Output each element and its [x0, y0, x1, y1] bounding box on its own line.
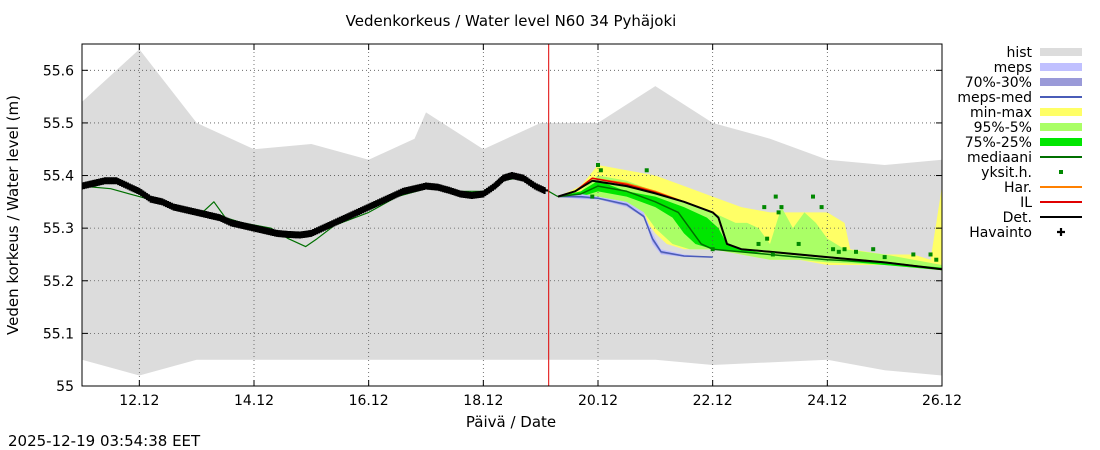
x-tick-label: 14.12	[234, 393, 274, 409]
scatter-point	[928, 252, 933, 257]
x-tick-label: 20.12	[578, 393, 618, 409]
legend-label: 95%-5%	[974, 120, 1032, 136]
legend-label: min-max	[970, 105, 1032, 121]
scatter-point	[596, 163, 600, 168]
y-tick-label: 55.3	[43, 221, 74, 237]
legend-label: Det.	[1003, 210, 1032, 226]
plot-frame	[81, 43, 943, 387]
legend-label: hist	[1006, 45, 1032, 61]
scatter-point	[779, 205, 784, 210]
series-meps-med	[557, 195, 713, 258]
scatter-point	[854, 249, 858, 254]
legend-label: 70%-30%	[965, 75, 1032, 91]
legend: histmeps70%-30%meps-medmin-max95%-5%75%-…	[957, 45, 1082, 241]
chart-title: Vedenkorkeus / Water level N60 34 Pyhäjo…	[346, 12, 677, 30]
axes: 12.12 14.12 16.12 18.12 20.12 22.12 24.12 26.12…	[43, 44, 962, 409]
legend-swatch-meps	[1040, 63, 1082, 71]
y-tick-label: 55	[56, 379, 74, 395]
scatter-point	[756, 241, 761, 246]
legend-label: meps-med	[957, 90, 1032, 106]
plot-area	[82, 44, 942, 386]
legend-swatch-minmax	[1040, 108, 1082, 116]
x-tick-label: 26.12	[922, 393, 962, 409]
legend-swatch-hist	[1040, 48, 1082, 56]
scatter-point	[836, 249, 841, 254]
scatter-point	[811, 194, 815, 199]
legend-label: mediaani	[967, 150, 1032, 166]
scatter-point	[934, 257, 939, 262]
scatter-point	[773, 194, 778, 199]
legend-label: 75%-25%	[965, 135, 1032, 151]
x-tick-label: 24.12	[807, 393, 847, 409]
y-tick-label: 55.2	[43, 274, 74, 290]
y-tick-label: 55.5	[43, 116, 74, 132]
scatter-point	[776, 210, 781, 215]
legend-swatch-p95_5	[1040, 123, 1082, 131]
legend-label: yksit.h.	[981, 165, 1032, 181]
scatter-point	[770, 252, 775, 257]
scatter-point	[871, 247, 876, 252]
scatter-point	[644, 168, 649, 173]
legend-label: Havainto	[969, 225, 1032, 241]
legend-swatch-p75_25	[1040, 138, 1082, 146]
y-axis-label: Veden korkeus / Water level (m)	[4, 95, 22, 335]
legend-swatch-havainto	[1057, 228, 1065, 236]
scatter-point	[831, 247, 836, 252]
scatter-point	[819, 205, 824, 210]
x-axis-label: Päivä / Date	[466, 413, 556, 431]
scatter-point	[710, 247, 715, 252]
x-tick-label: 18.12	[463, 393, 503, 409]
band-p75_25	[557, 180, 942, 271]
observation-marker	[540, 186, 548, 194]
legend-swatch-yksit	[1059, 170, 1063, 174]
timestamp: 2025-12-19 03:54:38 EET	[8, 432, 201, 450]
scatter-point	[598, 168, 603, 173]
y-tick-label: 55.4	[43, 169, 74, 185]
scatter-point	[796, 241, 801, 246]
legend-swatch-p70_30	[1040, 78, 1082, 86]
scatter-point	[882, 255, 887, 260]
series-mediaani	[557, 185, 942, 270]
scatter-point	[911, 252, 916, 257]
x-tick-label: 12.12	[119, 393, 159, 409]
scatter-point	[762, 205, 767, 210]
scatter-point	[590, 194, 595, 199]
x-tick-label: 16.12	[349, 393, 389, 409]
y-tick-label: 55.1	[43, 326, 74, 342]
scatter-point	[765, 236, 770, 241]
band-hist	[82, 49, 942, 376]
legend-label: meps	[994, 60, 1032, 76]
y-tick-label: 55.6	[43, 63, 74, 79]
x-tick-label: 22.12	[693, 393, 733, 409]
observed-series	[82, 172, 548, 239]
scatter-point	[842, 247, 847, 252]
legend-label: Har.	[1004, 180, 1032, 196]
series-det-	[557, 179, 942, 271]
legend-label: IL	[1020, 195, 1032, 211]
